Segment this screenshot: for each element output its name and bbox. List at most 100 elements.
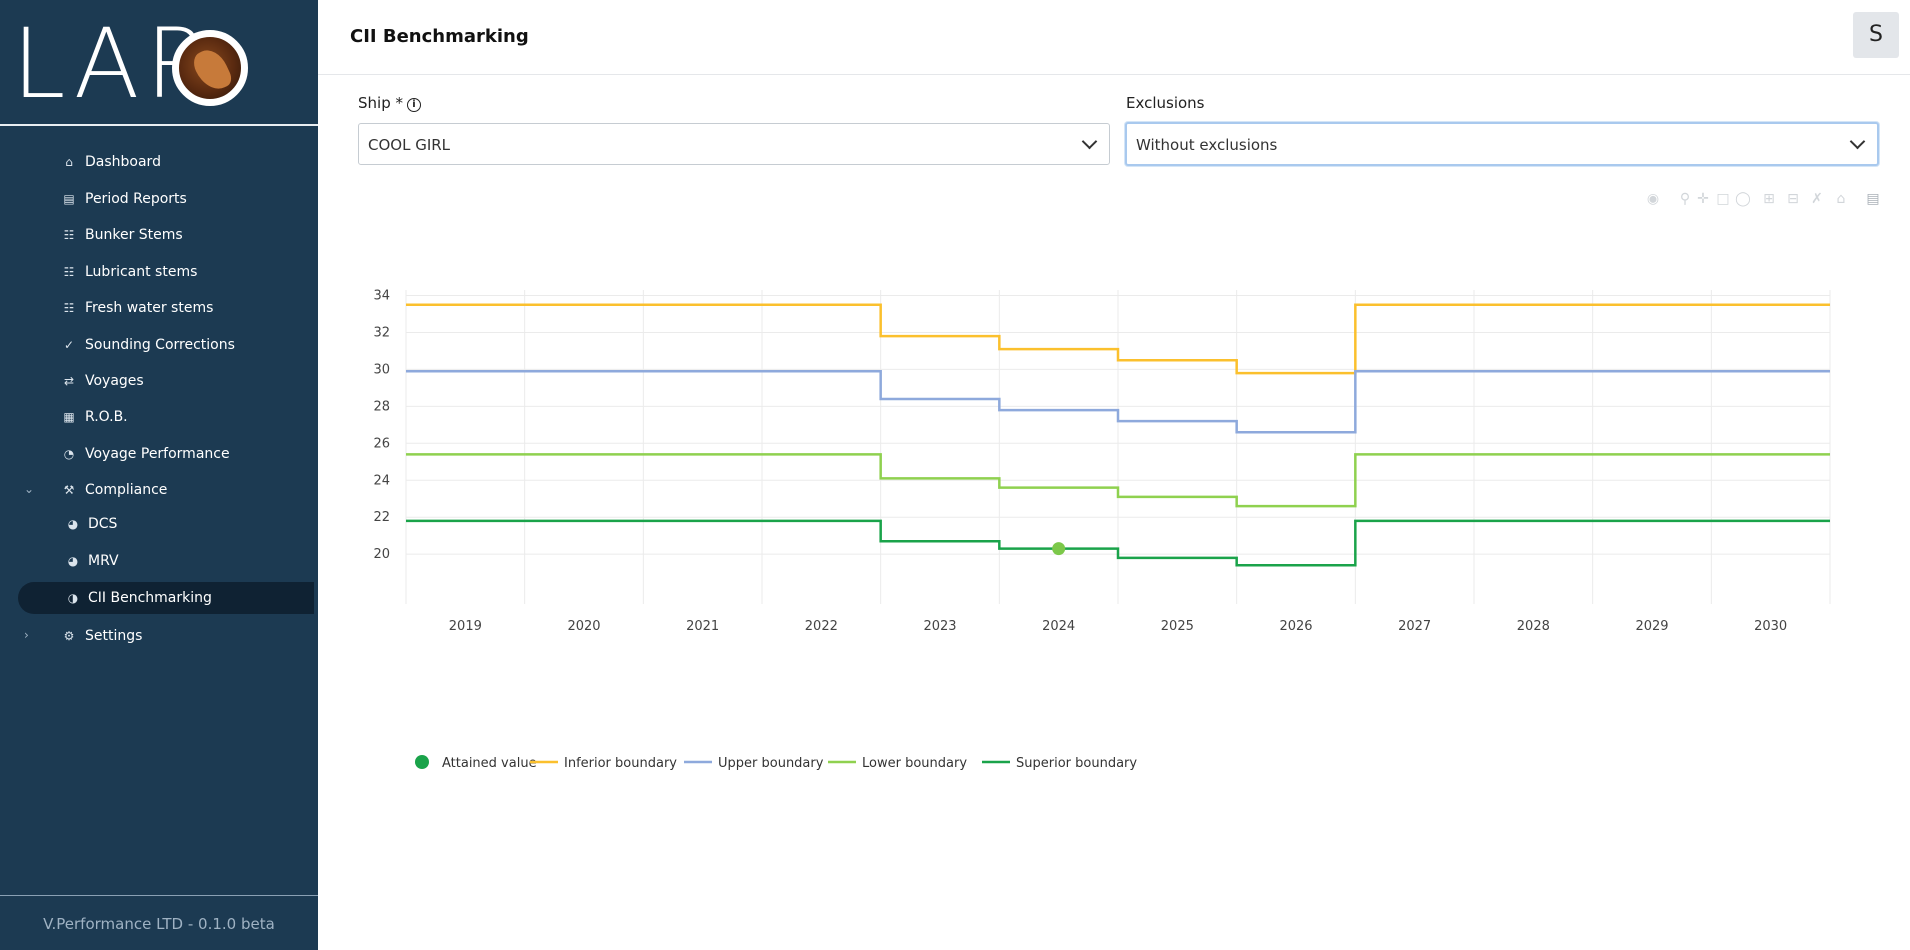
lower-boundary-legend-label: Lower boundary [862,756,967,771]
check-double-icon: ✓ [63,338,75,352]
x-tick-label: 2025 [1161,619,1194,634]
lower-boundary-line [406,453,1830,508]
sidebar-item-voyages[interactable]: ⇄ Voyages [0,365,318,397]
upper-boundary-legend-label: Upper boundary [718,756,824,771]
gauge-icon: ◔ [63,447,75,461]
x-tick-label: 2020 [567,619,600,634]
x-tick-label: 2024 [1042,619,1075,634]
page-title: CII Benchmarking [350,26,529,47]
y-tick-label: 22 [373,510,390,525]
sidebar-item-voyage-performance[interactable]: ◔ Voyage Performance [0,438,318,470]
chart-legend: Attained value Inferior boundary Upper bou… [415,755,1137,771]
sidebar-item-period-reports[interactable]: ▤ Period Reports [0,183,318,215]
upper-boundary-line [406,370,1830,434]
calculator-icon: ▦ [63,410,75,424]
chart-gauge-icon: ◑ [67,591,79,605]
file-icon: ▤ [63,192,75,206]
sidebar-item-dashboard[interactable]: ⌂ Dashboard [0,146,318,178]
x-tick-label: 2029 [1635,619,1668,634]
sidebar-item-label: Voyage Performance [85,446,230,462]
attained-value-point [1052,542,1066,556]
pan-icon[interactable]: ✛ [1697,191,1709,207]
x-tick-label: 2028 [1517,619,1550,634]
inferior-boundary-line [406,303,1830,375]
gavel-icon: ⚒ [63,483,75,497]
y-tick-label: 20 [373,547,390,562]
camera-icon[interactable]: ◉ [1646,191,1660,207]
sitemap-icon: ☷ [63,301,75,315]
zoom-out-icon[interactable]: ⊟ [1787,191,1799,207]
home-icon: ⌂ [65,155,73,169]
version-footer: V.Performance LTD - 0.1.0 beta [0,895,318,950]
gears-icon: ⚙ [63,629,75,643]
x-tick-label: 2030 [1754,619,1787,634]
sidebar-item-mrv[interactable]: ◕ MRV [0,545,318,577]
sidebar-item-label: Fresh water stems [85,300,214,316]
sidebar-item-settings[interactable]: › ⚙ Settings [0,620,318,652]
exclusions-select-value: Without exclusions [1136,136,1278,154]
chevron-down-icon [1849,133,1866,150]
exchange-icon: ⇄ [63,374,75,388]
sidebar-item-label: R.O.B. [85,409,128,425]
lasso-select-icon[interactable]: ◯ [1735,191,1751,207]
chart-modebar: ◉ ⚲ ✛ □ ◯ ⊞ ⊟ ✗ ⌂ ▤ [1640,190,1900,210]
superior-boundary-legend-label: Superior boundary [1016,756,1137,771]
info-icon[interactable]: i [407,98,421,112]
plotly-logo-icon[interactable]: ▤ [1866,191,1880,207]
sidebar-item-label: CII Benchmarking [88,590,212,606]
y-axis-ticks: 20 22 24 26 28 30 32 34 [373,289,390,563]
sitemap-icon: ☷ [63,228,75,242]
logo-emblem-icon [172,30,248,106]
laros-logo[interactable]: LAR S [0,0,389,126]
ship-select[interactable]: COOL GIRL [358,123,1110,165]
top-bar: CII Benchmarking S [318,0,1910,75]
ship-select-value: COOL GIRL [368,136,451,154]
oil-can-icon: ◕ [67,517,79,531]
oil-can-icon: ◕ [67,554,79,568]
chart-series [406,303,1830,567]
sitemap-icon: ☷ [63,265,75,279]
sidebar-item-cii-benchmarking[interactable]: ◑ CII Benchmarking [18,582,314,614]
y-tick-label: 26 [373,436,390,451]
x-tick-label: 2026 [1279,619,1312,634]
y-tick-label: 24 [373,473,390,488]
inferior-boundary-legend-label: Inferior boundary [564,756,677,771]
sidebar-item-sounding-corrections[interactable]: ✓ Sounding Corrections [0,329,318,361]
attained-value-legend-symbol [415,755,429,769]
sidebar-item-label: Period Reports [85,191,187,207]
sidebar-item-label: Sounding Corrections [85,337,235,353]
sidebar-item-label: Settings [85,628,143,644]
superior-boundary-line [406,519,1830,567]
y-tick-label: 32 [373,325,390,340]
sidebar: LAR S ⌂ Dashboard ▤ Period Reports ☷ Bunker S… [0,0,389,950]
attained-value-legend-label: Attained value [442,756,537,771]
y-tick-label: 28 [373,399,390,414]
chevron-down-icon[interactable]: ⌄ [24,482,35,496]
user-avatar-button[interactable]: S [1853,12,1899,58]
sidebar-item-label: Compliance [85,482,168,498]
chart-grid [405,290,1831,604]
autoscale-icon[interactable]: ✗ [1811,191,1823,207]
sidebar-item-label: Voyages [85,373,144,389]
ship-label-text: Ship * [358,94,403,112]
y-tick-label: 30 [373,362,390,377]
zoom-in-icon[interactable]: ⊞ [1763,191,1775,207]
box-select-icon[interactable]: □ [1716,191,1730,207]
sidebar-item-label: Bunker Stems [85,227,183,243]
x-axis-ticks: 2019 2020 2021 2022 2023 2024 2025 2026 2027 2028… [449,619,1787,634]
zoom-icon[interactable]: ⚲ [1679,191,1691,207]
sidebar-item-label: MRV [88,553,119,569]
sidebar-item-compliance[interactable]: ⌄ ⚒ Compliance [0,474,318,506]
sidebar-item-bunker-stems[interactable]: ☷ Bunker Stems [0,219,318,251]
sidebar-item-r-o-b[interactable]: ▦ R.O.B. [0,401,318,433]
exclusions-field-label: Exclusions [1126,94,1205,112]
exclusions-select[interactable]: Without exclusions [1125,122,1879,166]
sidebar-item-lubricant-stems[interactable]: ☷ Lubricant stems [0,256,318,288]
chevron-right-icon[interactable]: › [24,628,29,642]
sidebar-item-dcs[interactable]: ◕ DCS [0,508,318,540]
sidebar-item-fresh-water-stems[interactable]: ☷ Fresh water stems [0,292,318,324]
reset-axes-icon[interactable]: ⌂ [1836,191,1846,207]
chevron-down-icon [1081,133,1098,150]
